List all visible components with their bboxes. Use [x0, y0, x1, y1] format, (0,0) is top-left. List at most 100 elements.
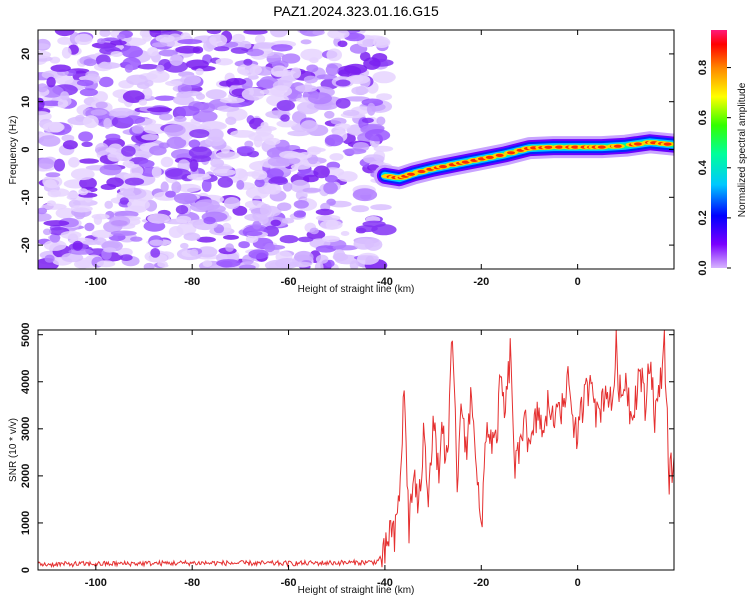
noise-blob	[333, 249, 346, 262]
noise-blob	[168, 226, 184, 238]
x-tick-label: -80	[184, 276, 200, 288]
noise-blob	[370, 204, 392, 211]
y-tick-label: 5000	[20, 322, 32, 346]
noise-blob	[243, 58, 253, 66]
y-tick-label: 0	[20, 567, 32, 573]
noise-blob	[212, 168, 236, 176]
noise-blob	[38, 43, 50, 50]
noise-blob	[142, 87, 153, 99]
noise-blob	[303, 75, 318, 84]
noise-blob	[43, 239, 67, 251]
noise-blob	[137, 63, 159, 70]
noise-blob	[231, 33, 246, 44]
noise-blob	[215, 151, 240, 160]
noise-blob	[225, 243, 235, 252]
signal-peak	[507, 151, 515, 155]
noise-blob	[90, 109, 108, 116]
noise-blob	[222, 222, 232, 233]
noise-blob	[335, 79, 351, 87]
noise-blob	[183, 232, 201, 241]
noise-blob	[47, 189, 62, 198]
noise-blob	[121, 145, 136, 157]
noise-blob	[192, 110, 218, 123]
noise-blob	[309, 57, 319, 64]
noise-blob	[225, 116, 237, 126]
noise-blob	[159, 113, 173, 121]
noise-blob	[41, 203, 67, 210]
noise-blob	[79, 177, 97, 190]
y-tick-label: 0	[20, 146, 32, 152]
noise-blob	[75, 114, 85, 122]
noise-blob	[300, 48, 324, 61]
noise-blob	[188, 139, 201, 149]
noise-blob	[264, 183, 282, 195]
noise-blob	[349, 75, 364, 83]
noise-blob	[343, 96, 370, 102]
noise-blob	[267, 156, 290, 167]
noise-blob	[141, 134, 160, 141]
heatmap-signal-track	[373, 131, 674, 190]
colorbar: 0.0 0.2 0.4 0.6 0.8 Normalized spectral ampl…	[697, 30, 748, 276]
noise-blob	[241, 87, 265, 101]
x-tick-label: 0	[575, 276, 581, 288]
noise-blob	[315, 254, 329, 264]
noise-blob	[196, 236, 216, 243]
noise-blob	[160, 181, 169, 193]
snr-y-axis-label: SNR (10 * v/v)	[8, 418, 19, 482]
noise-blob	[157, 260, 168, 268]
noise-blob	[99, 164, 122, 176]
noise-blob	[264, 242, 276, 253]
noise-blob	[38, 212, 52, 222]
noise-blob	[55, 207, 76, 219]
noise-blob	[279, 150, 301, 159]
noise-blob	[270, 30, 288, 38]
x-tick-label: -100	[85, 276, 107, 288]
noise-blob	[42, 228, 52, 236]
noise-blob	[113, 111, 130, 118]
noise-blob	[147, 213, 171, 224]
x-tick-label: -40	[377, 577, 393, 589]
noise-blob	[186, 173, 212, 181]
noise-blob	[177, 39, 203, 45]
noise-blob	[78, 131, 93, 142]
noise-blob	[158, 142, 170, 149]
signal-peak	[555, 145, 564, 149]
noise-blob	[155, 34, 175, 43]
noise-blob	[151, 166, 162, 178]
noise-blob	[154, 95, 176, 101]
noise-blob	[117, 34, 126, 40]
noise-blob	[361, 117, 374, 124]
noise-blob	[44, 254, 55, 263]
spectrogram-x-axis-label: Height of straight line (km)	[298, 284, 415, 295]
noise-blob	[230, 47, 249, 54]
colorbar-tick-label: 0.8	[697, 60, 709, 75]
noise-blob	[151, 42, 168, 48]
noise-blob	[300, 120, 318, 132]
noise-blob	[325, 63, 339, 76]
noise-blob	[279, 235, 299, 244]
spectrogram-y-axis-label: Frequency (Hz)	[8, 116, 19, 185]
noise-blob	[38, 207, 48, 215]
noise-blob	[38, 83, 48, 93]
signal-peak	[485, 155, 494, 159]
noise-blob	[131, 124, 144, 134]
noise-blob	[175, 45, 201, 54]
noise-blob	[61, 134, 75, 142]
noise-blob	[95, 101, 108, 109]
noise-blob	[309, 227, 319, 235]
noise-blob	[124, 64, 134, 73]
noise-blob	[238, 241, 250, 249]
noise-blob	[363, 154, 385, 164]
noise-blob	[295, 84, 318, 92]
noise-blob	[163, 124, 186, 137]
noise-blob	[223, 234, 239, 240]
noise-blob	[324, 175, 338, 183]
noise-blob	[79, 88, 98, 97]
noise-blob	[324, 134, 344, 147]
noise-blob	[306, 146, 322, 156]
noise-blob	[146, 107, 173, 113]
noise-blob	[203, 216, 216, 225]
noise-blob	[188, 146, 212, 159]
noise-blob	[264, 137, 281, 146]
signal-peak	[439, 165, 447, 169]
